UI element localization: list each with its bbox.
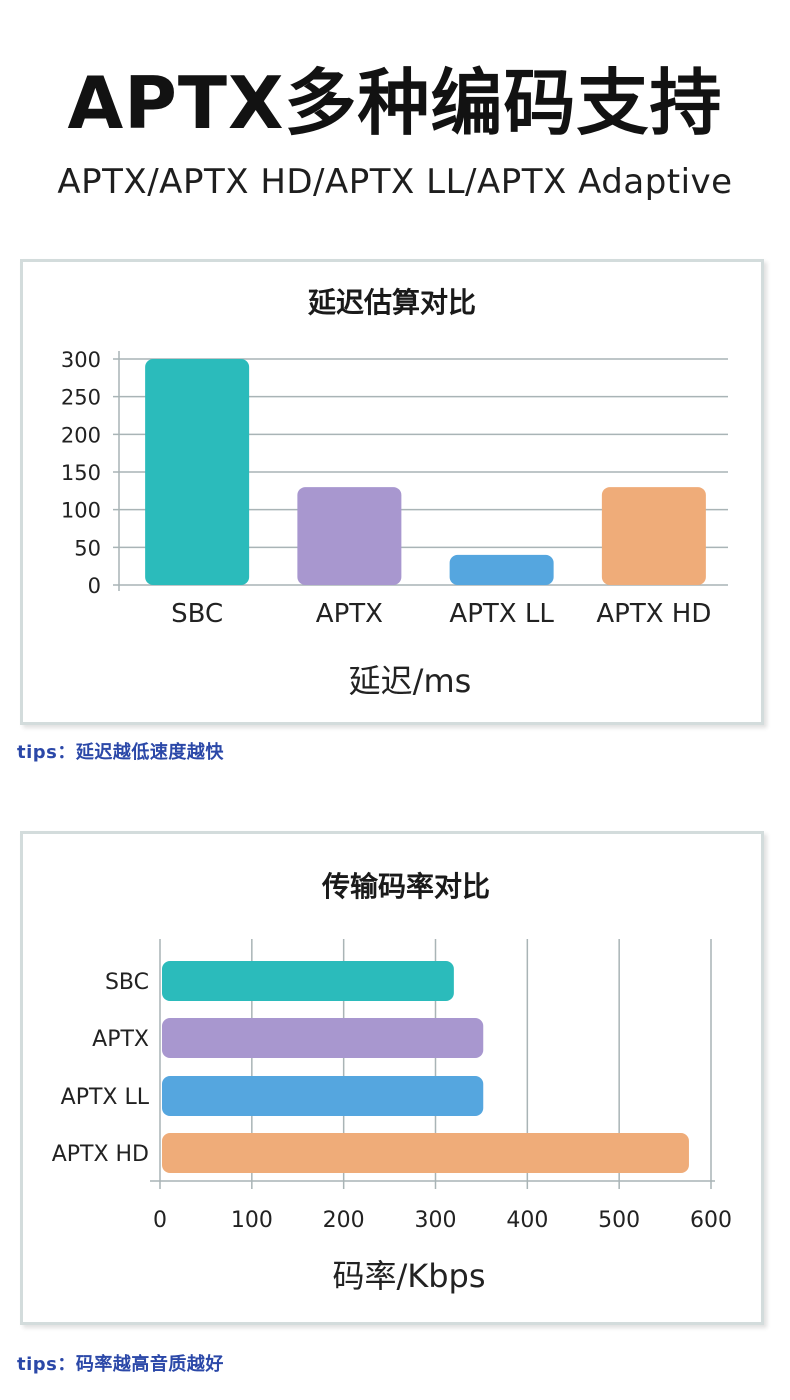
y-tick-label: APTX LL (61, 1085, 150, 1110)
x-tick-label: 100 (231, 1208, 273, 1233)
bar-aptx-ll (449, 554, 554, 585)
y-tick-label: 200 (61, 423, 101, 447)
x-tick-label: 400 (506, 1208, 548, 1233)
y-tick-label: 150 (61, 461, 101, 485)
latency-chart: 延迟估算对比 0 50 100 150 200 250 300 SBC APTX APTX LL AP… (61, 286, 728, 700)
bitrate-chart-panel: 传输码率对比 0 100 200 300 400 500 600 SBC APTX APTX LL A… (20, 831, 764, 1325)
x-tick-label: APTX (316, 599, 383, 629)
y-tick-label: 50 (74, 536, 101, 560)
x-tick-label: SBC (171, 599, 223, 629)
latency-chart-panel: 延迟估算对比 0 50 100 150 200 250 300 SBC APTX APTX LL AP… (20, 259, 764, 725)
chart-title: 延迟估算对比 (307, 286, 476, 319)
x-tick-label: 500 (598, 1208, 640, 1233)
x-tick-label: APTX HD (596, 599, 711, 629)
y-tick-label: 0 (88, 574, 101, 598)
latency-tips: tips：延迟越低速度越快 (17, 742, 224, 763)
x-axis-label: 码率/Kbps (332, 1257, 485, 1295)
y-tick-label: 250 (61, 386, 101, 410)
bar-aptx-ll (162, 1076, 484, 1116)
x-tick-label: 200 (323, 1208, 365, 1233)
y-tick-label: 300 (61, 348, 101, 372)
x-tick-label: 300 (415, 1208, 457, 1233)
y-tick-label: SBC (105, 970, 149, 995)
y-tick-label: APTX HD (52, 1142, 149, 1167)
x-tick-label: 600 (690, 1208, 732, 1233)
x-tick-label: 0 (153, 1208, 167, 1233)
x-tick-label: APTX LL (449, 599, 554, 629)
bar-aptx (297, 487, 402, 585)
bar-sbc (145, 359, 250, 585)
page-title: APTX多种编码支持 (67, 61, 723, 145)
y-tick-label: 100 (61, 499, 101, 523)
bar-aptx (162, 1018, 484, 1058)
x-axis-label: 延迟/ms (349, 662, 472, 700)
bar-sbc (162, 961, 454, 1001)
chart-title: 传输码率对比 (321, 870, 490, 903)
page-subtitle: APTX/APTX HD/APTX LL/APTX Adaptive (57, 162, 733, 202)
bitrate-chart: 传输码率对比 0 100 200 300 400 500 600 SBC APTX APTX LL A… (52, 870, 732, 1295)
bar-aptx-hd (162, 1133, 689, 1173)
y-tick-label: APTX (92, 1027, 149, 1052)
bar-aptx-hd (601, 487, 706, 585)
bitrate-tips: tips：码率越高音质越好 (17, 1354, 224, 1375)
